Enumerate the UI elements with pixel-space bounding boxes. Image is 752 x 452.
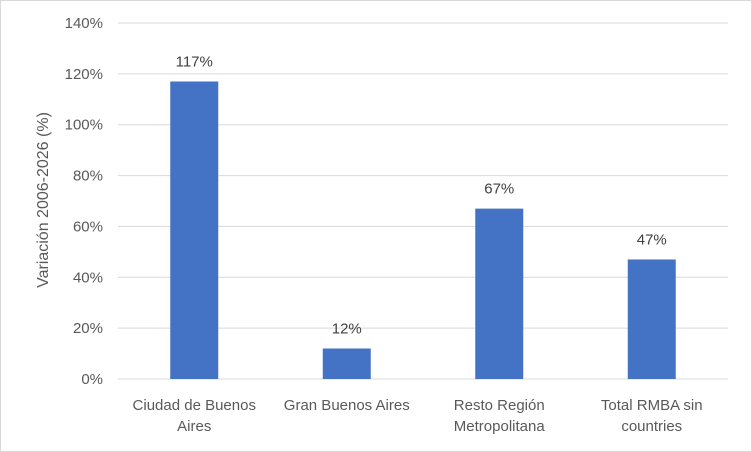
y-tick-label: 120% bbox=[65, 66, 103, 83]
y-tick-label: 20% bbox=[73, 320, 103, 337]
data-label: 117% bbox=[176, 53, 213, 70]
y-tick-label: 140% bbox=[65, 15, 103, 32]
data-labels: 117% 12% 67% 47% bbox=[176, 53, 667, 337]
bar bbox=[322, 348, 371, 379]
category-label: Ciudad de Buenos Aires bbox=[133, 397, 256, 435]
y-axis-title: Variación 2006-2026 (%) bbox=[35, 112, 52, 288]
y-tick-label: 80% bbox=[73, 168, 103, 185]
data-label: 12% bbox=[332, 320, 362, 337]
y-axis-ticks: 0% 20% 40% 60% 80% 100% 120% 140% bbox=[65, 15, 103, 388]
y-tick-label: 40% bbox=[73, 269, 103, 286]
category-label: Total RMBA sin countries bbox=[601, 397, 703, 435]
data-label: 47% bbox=[637, 231, 667, 248]
bar bbox=[475, 208, 524, 379]
data-label: 67% bbox=[484, 181, 514, 198]
bars bbox=[170, 81, 676, 379]
y-tick-label: 0% bbox=[81, 371, 103, 388]
category-label: Gran Buenos Aires bbox=[284, 397, 410, 414]
y-tick-label: 100% bbox=[65, 117, 103, 134]
y-tick-label: 60% bbox=[73, 218, 103, 235]
bar bbox=[627, 259, 676, 379]
x-axis-categories: Ciudad de Buenos Aires Gran Buenos Aires Re… bbox=[133, 397, 703, 435]
category-label: Resto Región Metropolitana bbox=[454, 397, 546, 435]
gridlines bbox=[118, 22, 728, 380]
bar bbox=[170, 81, 219, 379]
